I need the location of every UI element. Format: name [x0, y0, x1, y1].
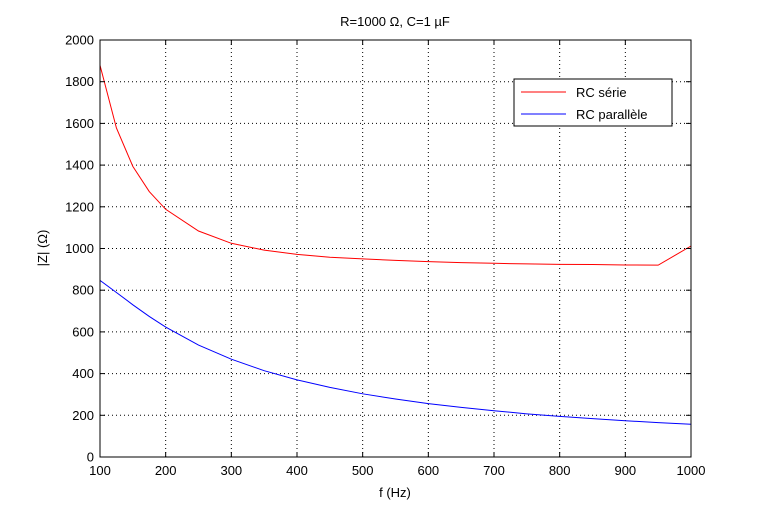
series-line-2 — [99, 279, 692, 425]
legend: RC série RC parallèle — [513, 78, 673, 127]
y-tick-label: 1400 — [65, 158, 94, 173]
x-tick-label: 100 — [89, 463, 111, 478]
y-tick-label: 1800 — [65, 74, 94, 89]
y-tick-label: 1600 — [65, 116, 94, 131]
y-tick-label: 0 — [87, 450, 94, 465]
y-tick-label: 800 — [72, 283, 94, 298]
x-tick-label: 200 — [155, 463, 177, 478]
chart-title: R=1000 Ω, C=1 µF — [340, 14, 450, 29]
legend-box — [513, 78, 673, 127]
x-tick-label: 600 — [417, 463, 439, 478]
y-axis-title: |Z| (Ω) — [35, 230, 50, 267]
y-tick-label: 400 — [72, 366, 94, 381]
x-tick-label: 900 — [614, 463, 636, 478]
y-tick-label: 2000 — [65, 33, 94, 48]
y-tick-label: 200 — [72, 408, 94, 423]
legend-label-2: RC parallèle — [576, 107, 648, 122]
x-tick-label: 800 — [549, 463, 571, 478]
y-tick-label: 1200 — [65, 199, 94, 214]
y-tick-label: 600 — [72, 324, 94, 339]
x-tick-label: 400 — [286, 463, 308, 478]
x-tick-label: 700 — [483, 463, 505, 478]
x-tick-label: 1000 — [677, 463, 706, 478]
x-axis-title: f (Hz) — [379, 485, 411, 500]
x-tick-label: 300 — [220, 463, 242, 478]
x-tick-label: 500 — [352, 463, 374, 478]
y-tick-label: 1000 — [65, 241, 94, 256]
series-line-1 — [99, 65, 692, 266]
legend-label-1: RC série — [576, 85, 627, 100]
